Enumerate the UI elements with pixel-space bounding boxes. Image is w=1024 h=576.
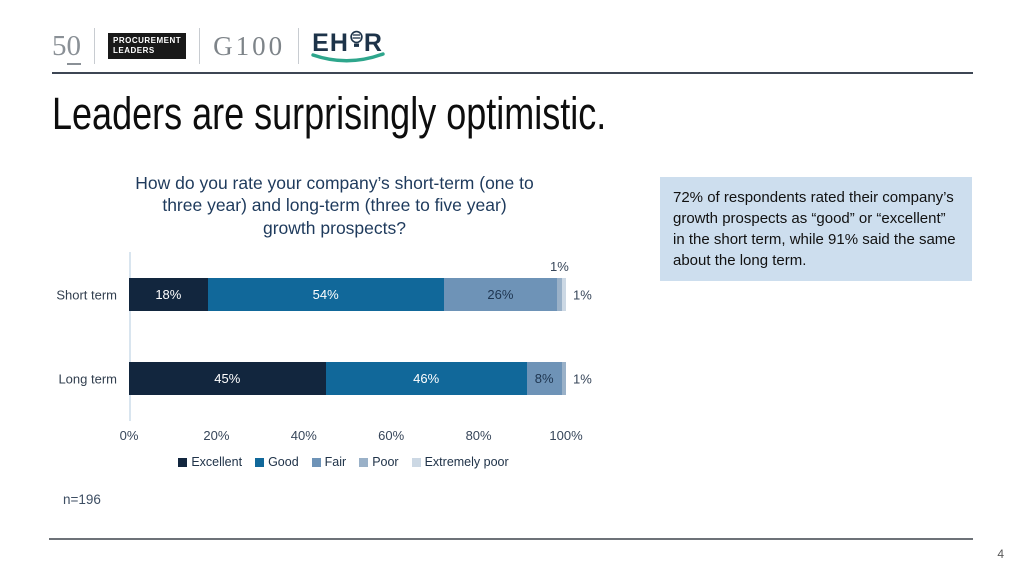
sample-size-note: n=196 <box>63 492 101 507</box>
bar-segment <box>561 362 566 395</box>
x-axis-tick: 20% <box>203 428 230 443</box>
legend-item: Poor <box>359 455 399 469</box>
legend-swatch <box>255 457 265 467</box>
legend-swatch <box>178 457 188 467</box>
bar-value-label: 1% <box>550 259 569 274</box>
procurement-leaders-line2: LEADERS <box>113 46 155 55</box>
legend-label: Poor <box>372 455 399 469</box>
fifty-logo-five: 5 <box>52 29 67 62</box>
legend-swatch <box>411 457 421 467</box>
legend-swatch <box>359 457 369 467</box>
callout-box: 72% of respondents rated their company’s… <box>660 177 972 281</box>
legend-item: Fair <box>311 455 347 469</box>
bar-segment: 45% <box>129 362 326 395</box>
page-title: Leaders are surprisingly optimistic. <box>52 88 607 139</box>
lightbulb-icon <box>350 30 363 57</box>
page-number: 4 <box>997 547 1004 561</box>
header-logos: 50 PROCUREMENT LEADERS G100 EH R <box>52 24 385 68</box>
legend: Excellent Good Fair Poor Extremely poor <box>105 455 582 469</box>
ehir-logo-text-left: EH <box>312 28 349 57</box>
legend-item: Good <box>255 455 299 469</box>
legend-label: Extremely poor <box>424 455 509 469</box>
bar-row: Short term 18% 54% 26% 1% 1% <box>56 259 592 311</box>
bar-row: Long term 45% 46% 8% 1% <box>58 362 592 395</box>
bar-segment <box>561 278 566 311</box>
logo-divider <box>199 28 201 64</box>
x-axis-tick: 100% <box>549 428 583 443</box>
legend-label: Fair <box>324 455 347 469</box>
bar-segment: 54% <box>207 278 444 311</box>
legend-label: Good <box>268 455 299 469</box>
chart-question-line2: three year) and long-term (three to five… <box>162 195 507 216</box>
x-axis-tick: 40% <box>290 428 317 443</box>
ehir-logo-text-right: R <box>363 28 383 57</box>
legend-label: Excellent <box>191 455 243 469</box>
bar-value-label: 1% <box>573 371 592 386</box>
procurement-leaders-line1: PROCUREMENT <box>113 36 182 45</box>
x-axis-tick: 0% <box>119 428 139 443</box>
x-axis-tick: 80% <box>465 428 492 443</box>
procurement-leaders-logo: PROCUREMENT LEADERS <box>108 33 187 59</box>
header-rule <box>52 72 973 74</box>
footer-rule <box>49 538 973 540</box>
bar-segment <box>557 278 562 311</box>
bar-segment: 46% <box>325 362 527 395</box>
x-axis: 0% 20% 40% 60% 80% 100% <box>120 428 583 444</box>
bar-segment: 8% <box>526 362 562 395</box>
fifty-logo-zero: 0 <box>66 29 81 65</box>
legend-swatch <box>311 457 321 467</box>
x-axis-tick: 60% <box>378 428 405 443</box>
chart-question-line3: growth prospects? <box>263 217 406 238</box>
bar-value-label: 1% <box>573 287 592 302</box>
logo-divider <box>298 28 300 64</box>
chart-question: How do you rate your company’s short-ter… <box>102 172 567 239</box>
category-label: Short term <box>56 287 117 302</box>
g100-logo: G100 <box>213 30 286 61</box>
fifty-anniversary-logo: 50 <box>52 29 81 65</box>
logo-divider <box>94 28 95 64</box>
category-label: Long term <box>58 371 117 386</box>
bar-segment: 18% <box>129 278 208 311</box>
chart-question-line1: How do you rate your company’s short-ter… <box>135 173 534 193</box>
ehir-logo: EH R <box>311 28 385 63</box>
y-axis-line <box>129 252 131 421</box>
legend-item: Excellent <box>178 455 242 469</box>
stacked-bar-chart: Short term 18% 54% 26% 1% 1% Long term 45% 46% 8%… <box>56 252 592 482</box>
ehir-swoosh-icon <box>311 51 385 62</box>
legend-item: Extremely poor <box>411 455 509 469</box>
bar-segment: 26% <box>443 278 558 311</box>
